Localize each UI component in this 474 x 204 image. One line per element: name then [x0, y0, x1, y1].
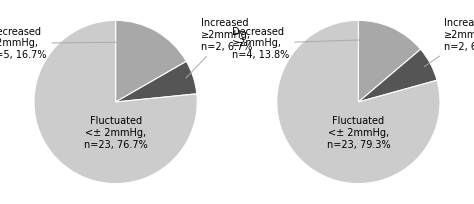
Text: Increased
≥2mmHg,
n=2, 6.7%: Increased ≥2mmHg, n=2, 6.7% — [186, 19, 253, 78]
Text: Fluctuated
<± 2mmHg,
n=23, 79.3%: Fluctuated <± 2mmHg, n=23, 79.3% — [327, 116, 390, 150]
Text: Decreased
≥2mmHg,
n=4, 13.8%: Decreased ≥2mmHg, n=4, 13.8% — [232, 27, 385, 60]
Text: Fluctuated
<± 2mmHg,
n=23, 76.7%: Fluctuated <± 2mmHg, n=23, 76.7% — [84, 116, 147, 150]
Wedge shape — [34, 20, 197, 184]
Text: Decreased
≥2mmHg,
n=5, 16.7%: Decreased ≥2mmHg, n=5, 16.7% — [0, 27, 147, 60]
Wedge shape — [116, 20, 186, 102]
Wedge shape — [277, 20, 440, 184]
Wedge shape — [358, 49, 437, 102]
Text: Increased
≥2mmHg,
n=2, 6.9%: Increased ≥2mmHg, n=2, 6.9% — [424, 19, 474, 67]
Wedge shape — [358, 20, 420, 102]
Wedge shape — [116, 61, 197, 102]
